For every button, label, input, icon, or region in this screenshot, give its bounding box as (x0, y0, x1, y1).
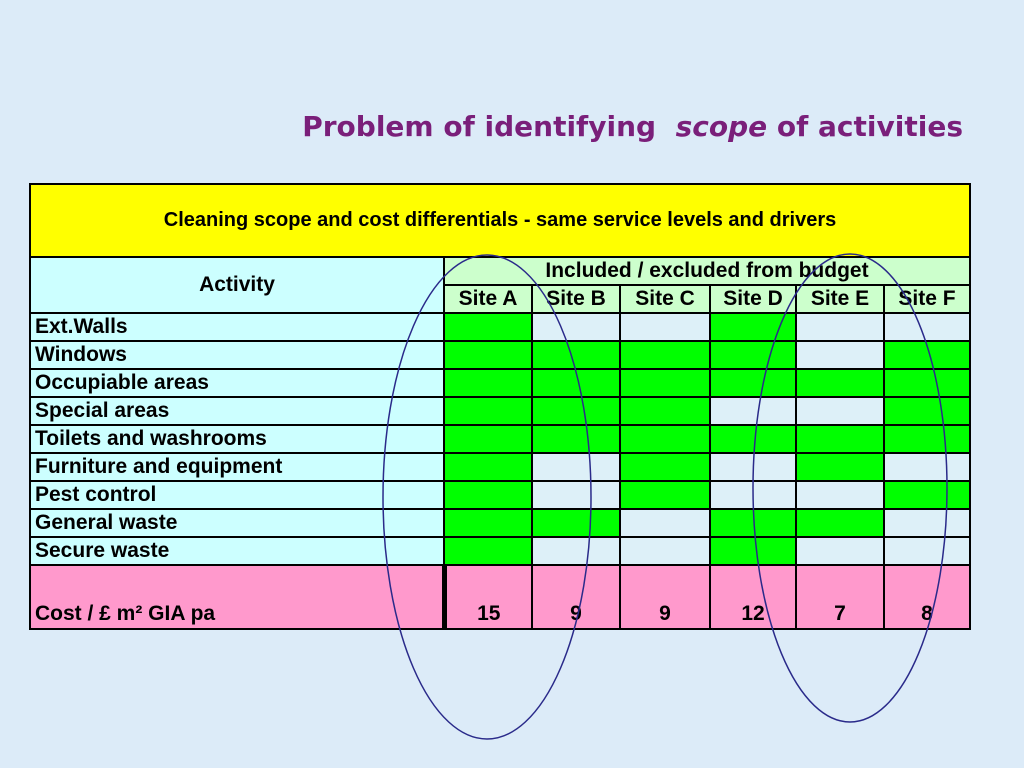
table-row: Pest control (29, 480, 971, 510)
slide-title: Problem of identifying scope of activiti… (0, 110, 963, 143)
included-cell (619, 340, 711, 370)
included-cell (709, 312, 797, 342)
site-header-a: Site A (443, 284, 533, 314)
excluded-cell (709, 480, 797, 510)
cost-value: 7 (795, 564, 885, 630)
table-row: Occupiable areas (29, 368, 971, 398)
activity-name: Ext.Walls (29, 312, 445, 342)
excluded-cell (883, 312, 971, 342)
scope-table: Cleaning scope and cost differentials - … (29, 183, 971, 630)
cost-value: 8 (883, 564, 971, 630)
included-cell (443, 452, 533, 482)
included-cell (883, 396, 971, 426)
excluded-cell (619, 536, 711, 566)
cost-row: Cost / £ m² GIA pa 15 9 9 12 7 8 (29, 564, 971, 630)
excluded-cell (883, 508, 971, 538)
activity-name: Special areas (29, 396, 445, 426)
table-row: General waste (29, 508, 971, 538)
included-cell (443, 508, 533, 538)
included-cell (883, 480, 971, 510)
included-cell (883, 424, 971, 454)
cost-value: 15 (443, 564, 533, 630)
title-emphasis: scope (675, 110, 768, 143)
included-cell (443, 368, 533, 398)
included-cell (443, 480, 533, 510)
excluded-cell (619, 508, 711, 538)
included-cell (531, 508, 621, 538)
included-cell (795, 368, 885, 398)
included-cell (619, 368, 711, 398)
included-cell (709, 340, 797, 370)
included-cell (795, 508, 885, 538)
table-row: Ext.Walls (29, 312, 971, 342)
excluded-cell (531, 312, 621, 342)
site-header-e: Site E (795, 284, 885, 314)
activity-name: Secure waste (29, 536, 445, 566)
included-cell (443, 396, 533, 426)
cost-label: Cost / £ m² GIA pa (29, 564, 447, 630)
included-cell (795, 424, 885, 454)
excluded-cell (619, 312, 711, 342)
excluded-cell (795, 536, 885, 566)
cost-value: 9 (531, 564, 621, 630)
included-cell (443, 536, 533, 566)
included-cell (531, 424, 621, 454)
included-cell (531, 396, 621, 426)
included-cell (709, 536, 797, 566)
activity-name: General waste (29, 508, 445, 538)
included-cell (443, 340, 533, 370)
activity-header: Activity (29, 256, 445, 314)
excluded-cell (531, 536, 621, 566)
excluded-cell (883, 536, 971, 566)
included-cell (883, 368, 971, 398)
table-row: Toilets and washrooms (29, 424, 971, 454)
table-row: Special areas (29, 396, 971, 426)
activity-name: Toilets and washrooms (29, 424, 445, 454)
activity-name: Pest control (29, 480, 445, 510)
included-cell (619, 424, 711, 454)
cost-value: 9 (619, 564, 711, 630)
excluded-cell (709, 396, 797, 426)
excluded-cell (795, 340, 885, 370)
included-cell (883, 340, 971, 370)
budget-header: Included / excluded from budget (443, 256, 971, 286)
table-caption: Cleaning scope and cost differentials - … (29, 183, 971, 258)
included-cell (709, 508, 797, 538)
included-cell (619, 396, 711, 426)
table-row: Secure waste (29, 536, 971, 566)
included-cell (443, 312, 533, 342)
site-header-c: Site C (619, 284, 711, 314)
included-cell (619, 480, 711, 510)
activity-name: Occupiable areas (29, 368, 445, 398)
title-part1: Problem of identifying (302, 110, 657, 143)
site-header-d: Site D (709, 284, 797, 314)
excluded-cell (795, 312, 885, 342)
table-row: Windows (29, 340, 971, 370)
excluded-cell (531, 480, 621, 510)
included-cell (709, 368, 797, 398)
excluded-cell (709, 452, 797, 482)
site-header-b: Site B (531, 284, 621, 314)
title-part2: of activities (776, 110, 963, 143)
included-cell (795, 452, 885, 482)
included-cell (443, 424, 533, 454)
included-cell (531, 340, 621, 370)
excluded-cell (795, 480, 885, 510)
included-cell (709, 424, 797, 454)
activity-name: Furniture and equipment (29, 452, 445, 482)
cost-value: 12 (709, 564, 797, 630)
table-row: Furniture and equipment (29, 452, 971, 482)
excluded-cell (883, 452, 971, 482)
excluded-cell (795, 396, 885, 426)
activity-name: Windows (29, 340, 445, 370)
included-cell (531, 368, 621, 398)
excluded-cell (531, 452, 621, 482)
site-header-f: Site F (883, 284, 971, 314)
included-cell (619, 452, 711, 482)
